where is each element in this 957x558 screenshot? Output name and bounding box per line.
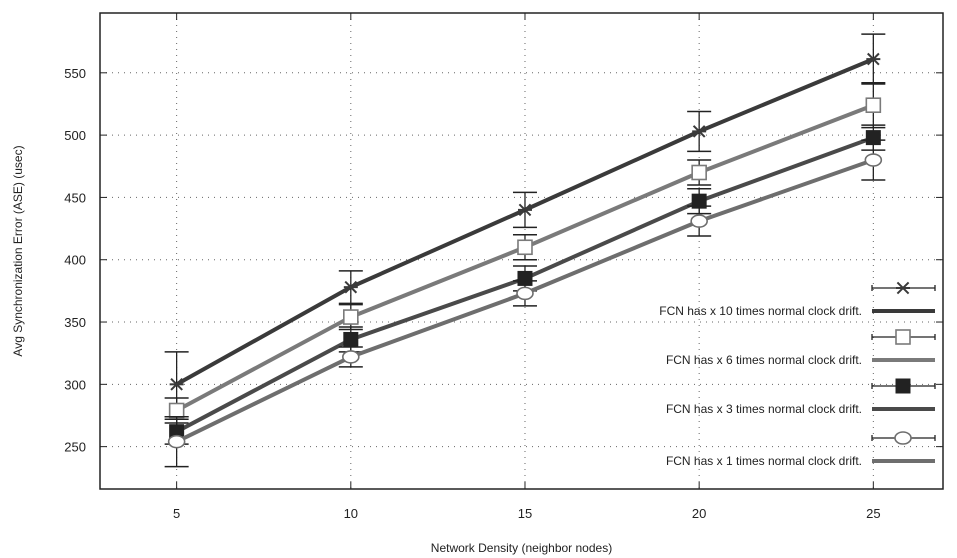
- legend-marker: [895, 329, 911, 345]
- legend-marker: [894, 431, 912, 445]
- legend-label: FCN has x 6 times normal clock drift.: [666, 353, 862, 367]
- x-axis-title: Network Density (neighbor nodes): [431, 541, 612, 555]
- legend-label: FCN has x 1 times normal clock drift.: [666, 454, 862, 468]
- marker-stroke: [692, 125, 706, 138]
- series-group: [164, 33, 886, 468]
- x-tick-label: 5: [173, 506, 180, 521]
- data-point: [865, 97, 882, 114]
- data-point: [517, 239, 533, 256]
- y-tick-label: 300: [64, 377, 86, 392]
- data-point: [343, 331, 359, 347]
- data-point: [866, 52, 881, 66]
- data-point: [167, 434, 186, 449]
- legend-label: FCN has x 3 times normal clock drift.: [666, 402, 862, 416]
- legend-entry-4: FCN has x 1 times normal clock drift.: [666, 431, 936, 468]
- data-point: [343, 309, 359, 325]
- y-tick-label: 400: [64, 253, 86, 268]
- marker-stroke: [896, 281, 910, 295]
- data-point: [691, 164, 707, 181]
- legend-label: FCN has x 10 times normal clock drift.: [659, 304, 862, 318]
- axis-ticks: 5 10 15 20 25 250 300 350 400 450 500 550: [64, 13, 943, 521]
- y-tick-label: 450: [64, 190, 86, 205]
- data-point: [343, 280, 358, 294]
- marker-stroke: [170, 378, 183, 391]
- marker-stroke: [867, 52, 880, 66]
- data-point: [516, 286, 534, 301]
- legend: FCN has x 10 times normal clock drift. FC…: [659, 281, 936, 468]
- data-point: [342, 350, 360, 364]
- x-tick-label: 10: [344, 506, 358, 521]
- legend-marker: [895, 378, 911, 394]
- legend-entry-2: FCN has x 6 times normal clock drift.: [666, 329, 936, 367]
- series-2: [164, 82, 886, 424]
- series-4: [164, 139, 886, 468]
- data-point: [168, 402, 185, 419]
- x-tick-label: 15: [518, 506, 532, 521]
- marker-stroke: [518, 203, 532, 217]
- data-point: [690, 214, 708, 228]
- data-point: [517, 203, 532, 217]
- data-point: [864, 153, 883, 167]
- grid: [100, 13, 943, 489]
- plot-area-frame: [99, 12, 944, 490]
- y-tick-label: 250: [64, 440, 86, 455]
- legend-entry-1: FCN has x 10 times normal clock drift.: [659, 281, 936, 318]
- legend-marker: [896, 281, 910, 295]
- data-point: [169, 378, 184, 391]
- y-tick-label: 550: [64, 66, 86, 81]
- y-axis-title: Avg Synchronization Error (ASE) (usec): [11, 145, 25, 356]
- y-tick-label: 500: [64, 128, 86, 143]
- data-point: [692, 125, 707, 138]
- marker-stroke: [344, 280, 358, 294]
- legend-entry-3: FCN has x 3 times normal clock drift.: [666, 378, 936, 416]
- x-tick-label: 25: [866, 506, 880, 521]
- y-tick-label: 350: [64, 315, 86, 330]
- x-tick-label: 20: [692, 506, 706, 521]
